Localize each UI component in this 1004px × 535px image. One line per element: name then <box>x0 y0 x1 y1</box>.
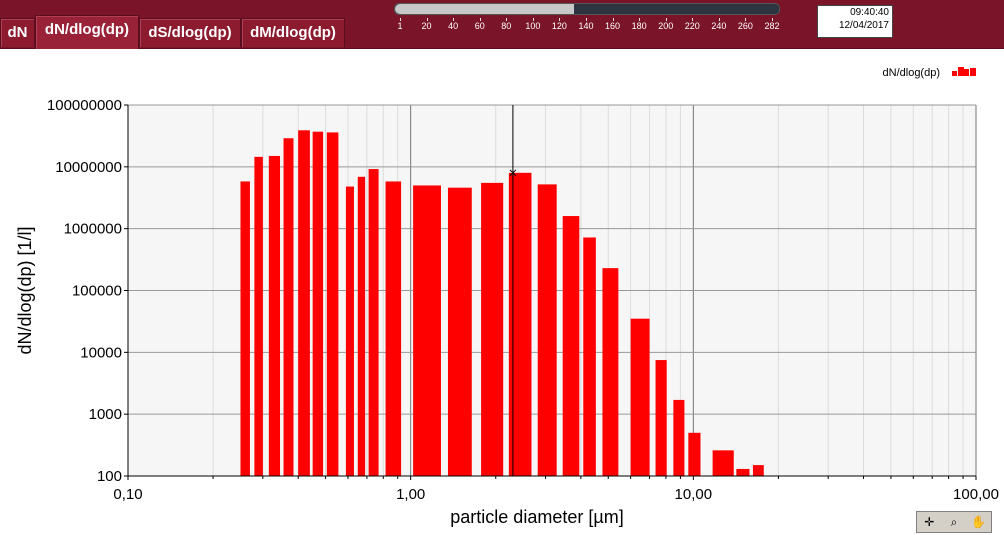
slider-tick-label: 160 <box>605 21 621 31</box>
bar <box>368 169 379 476</box>
slider-tick-mark <box>586 18 587 21</box>
slider-tick-mark <box>772 18 773 21</box>
bar <box>712 450 734 476</box>
slider-tick-label: 140 <box>578 21 594 31</box>
bar <box>602 268 619 476</box>
clock-date: 12/04/2017 <box>838 20 889 31</box>
x-axis-label: particle diameter [µm] <box>450 507 623 527</box>
bar <box>312 131 324 476</box>
bar <box>630 318 650 476</box>
tab-ds-dlog-dp-[interactable]: dS/dlog(dp) <box>139 18 241 47</box>
y-axis-label: dN/dlog(dp) [1/l] <box>15 226 35 354</box>
slider-tick-mark <box>453 18 455 21</box>
x-tick-label: 0,10 <box>113 486 142 503</box>
legend-bar-icon <box>964 69 969 76</box>
y-tick-label: 100000 <box>72 283 122 300</box>
header-bar: dN dN/dlog(dp) dS/dlog(dp) dM/dlog(dp) 1 20 4… <box>0 0 1004 49</box>
slider-tick-label: 100 <box>525 21 541 31</box>
y-tick-label: 1000 <box>89 406 122 423</box>
bar <box>298 130 310 476</box>
bar <box>357 176 366 476</box>
time-slider[interactable] <box>394 3 780 15</box>
bar <box>562 216 580 477</box>
slider-tick-label: 180 <box>631 21 647 31</box>
x-tick-label: 10,00 <box>675 486 713 503</box>
legend-label: dN/dlog(dp) <box>883 67 940 79</box>
pan-hand-icon[interactable]: ✋ <box>971 515 987 529</box>
x-tick-label: 100,00 <box>953 486 999 503</box>
clock-time: 09:40:40 <box>850 7 889 18</box>
slider-tick-mark <box>479 18 481 21</box>
slider-tick-label: 260 <box>737 21 753 31</box>
slider-tick-label: 282 <box>764 21 780 31</box>
bar <box>345 186 354 476</box>
slider-tick-label: 120 <box>551 21 567 31</box>
slider-tick-mark <box>506 18 508 21</box>
bar <box>268 155 281 477</box>
slider-tick-mark <box>745 18 747 21</box>
slider-tick-mark <box>718 18 720 21</box>
slider-tick-label: 20 <box>421 21 432 31</box>
slider-tick-label: 220 <box>684 21 700 31</box>
y-tick-label: 1000000 <box>64 221 122 238</box>
graph-toolbar: ✛ ⌕ ✋ <box>916 511 992 533</box>
x-tick-label: 1,00 <box>396 486 425 503</box>
slider-tick-label: 40 <box>448 21 459 31</box>
y-tick-label: 100000000 <box>47 97 122 114</box>
y-tick-label: 10000000 <box>55 159 122 176</box>
slider-tick-mark <box>400 18 401 21</box>
slider-tick-label: 1 <box>397 21 403 31</box>
size-distribution-chart: 100 1000 10000 100000 1000000 10000000 1000000… <box>15 67 999 527</box>
y-tick-label: 100 <box>97 468 122 485</box>
tab-dn[interactable]: dN <box>0 18 35 47</box>
bar <box>385 181 402 476</box>
legend-bar-icon <box>970 68 976 76</box>
bar <box>673 399 685 476</box>
bar <box>326 132 339 476</box>
bar <box>413 185 441 476</box>
bar <box>688 432 701 476</box>
bar <box>447 187 472 476</box>
bar <box>655 360 667 476</box>
timestamp-box: 09:40:40 12/04/2017 <box>817 5 893 38</box>
slider-tick-label: 60 <box>474 21 485 31</box>
slider-tick-mark <box>612 18 614 21</box>
bar <box>537 184 557 476</box>
cursor-marker <box>509 169 517 177</box>
tab-dn-dlog-dp-[interactable]: dN/dlog(dp) <box>35 15 139 49</box>
slider-tick-mark <box>665 18 667 21</box>
slider-tick-mark <box>559 18 561 21</box>
bar <box>583 237 596 476</box>
slider-tick-label: 240 <box>711 21 727 31</box>
tab-dm-dlog-dp-[interactable]: dM/dlog(dp) <box>241 18 345 47</box>
slider-tick-label: 80 <box>501 21 512 31</box>
y-tick-label: 10000 <box>80 344 122 361</box>
slider-tick-mark <box>532 18 534 21</box>
bar <box>481 182 504 476</box>
bar <box>240 181 250 476</box>
slider-tick-label: 200 <box>658 21 674 31</box>
bar <box>508 172 532 476</box>
slider-tick-mark <box>639 18 641 21</box>
bar <box>283 138 294 476</box>
crosshair-icon[interactable]: ✛ <box>924 515 935 529</box>
legend-bar-icon <box>952 71 957 76</box>
slider-tick-mark <box>692 18 694 21</box>
slider-tick-mark <box>426 18 428 21</box>
bar <box>736 468 750 476</box>
bar <box>752 465 764 476</box>
legend-bar-icon <box>958 67 964 76</box>
time-slider-fill <box>395 4 574 14</box>
zoom-icon[interactable]: ⌕ <box>950 515 958 529</box>
bar <box>254 156 263 476</box>
